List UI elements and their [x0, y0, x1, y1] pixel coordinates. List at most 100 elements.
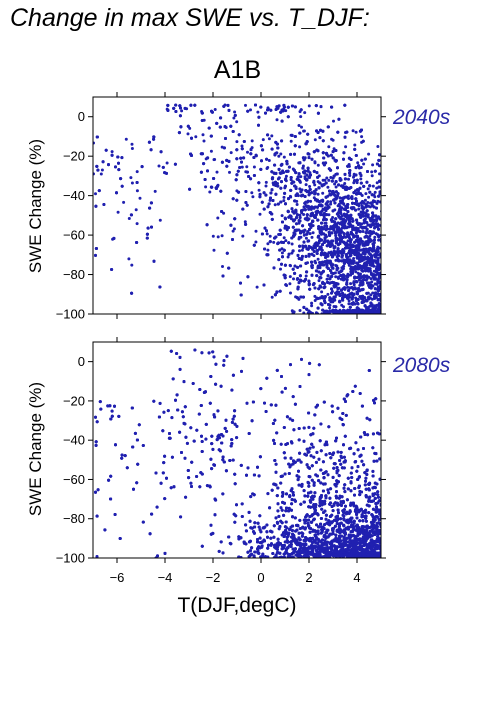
data-point — [99, 172, 103, 176]
data-point — [353, 202, 357, 205]
data-point — [361, 230, 365, 233]
data-point — [226, 103, 230, 107]
data-point — [308, 232, 312, 236]
data-point — [368, 269, 372, 273]
data-point — [383, 290, 386, 293]
data-point — [268, 234, 272, 238]
data-point — [384, 311, 387, 314]
data-point — [280, 139, 284, 143]
data-point — [260, 159, 263, 163]
data-point — [368, 190, 372, 194]
data-point — [381, 254, 384, 257]
data-point — [370, 170, 374, 174]
data-point — [265, 229, 268, 233]
data-point — [339, 277, 343, 281]
data-point — [316, 192, 320, 196]
data-point — [104, 148, 108, 152]
data-point — [376, 298, 380, 302]
data-point — [321, 308, 325, 312]
data-point — [264, 180, 268, 184]
data-point — [304, 183, 308, 187]
data-point — [371, 163, 375, 167]
data-point — [252, 174, 256, 177]
scenario-title: A1B — [213, 56, 262, 84]
data-point — [265, 167, 269, 170]
data-point — [292, 277, 295, 281]
data-point — [382, 254, 385, 257]
data-point — [228, 170, 231, 174]
data-point — [255, 285, 259, 289]
data-point — [299, 175, 303, 179]
data-point — [382, 212, 385, 215]
data-point — [134, 208, 138, 212]
data-point — [202, 139, 206, 143]
data-point — [336, 287, 340, 291]
data-point — [382, 148, 385, 151]
data-point — [263, 247, 267, 251]
data-point — [373, 190, 377, 194]
data-point — [383, 275, 386, 278]
data-point — [276, 242, 280, 246]
data-point — [326, 185, 330, 189]
data-point — [222, 211, 226, 215]
data-point — [101, 160, 105, 164]
data-point — [174, 103, 178, 107]
data-point — [382, 311, 385, 314]
data-point — [342, 157, 345, 161]
data-point — [367, 195, 371, 199]
data-point — [279, 152, 283, 156]
data-point — [200, 119, 204, 122]
data-point — [308, 185, 312, 188]
data-point — [258, 212, 262, 216]
data-point — [352, 257, 356, 260]
data-point — [382, 249, 385, 252]
data-point — [384, 266, 387, 269]
data-point — [373, 287, 377, 291]
data-point — [366, 187, 370, 191]
data-point — [216, 235, 220, 239]
data-point — [382, 254, 385, 257]
data-point — [381, 206, 384, 209]
data-point — [334, 305, 338, 309]
data-point — [94, 192, 97, 196]
data-point — [307, 156, 311, 160]
data-point — [384, 255, 387, 258]
data-point — [319, 245, 323, 249]
data-point — [382, 236, 385, 239]
data-point — [329, 200, 333, 204]
data-point — [377, 275, 381, 279]
data-point — [267, 159, 271, 162]
data-point — [382, 239, 385, 242]
data-point — [180, 109, 184, 113]
data-point — [364, 205, 368, 209]
data-point — [382, 236, 385, 239]
data-point — [362, 162, 366, 166]
data-point — [270, 134, 274, 138]
data-point — [321, 191, 325, 195]
data-point — [311, 231, 315, 235]
data-point — [313, 160, 317, 164]
data-point — [382, 242, 385, 245]
data-point — [310, 157, 314, 161]
data-point — [383, 307, 386, 310]
data-point — [327, 145, 331, 149]
data-point — [351, 129, 355, 133]
data-point — [384, 255, 387, 258]
data-point — [295, 203, 299, 206]
data-point — [382, 256, 385, 259]
data-point — [315, 296, 319, 300]
data-point — [318, 181, 322, 185]
data-point — [382, 302, 385, 305]
data-point — [347, 177, 350, 181]
data-point — [383, 204, 386, 207]
data-point — [318, 136, 322, 140]
data-point — [354, 154, 358, 157]
data-point — [355, 178, 359, 182]
data-point — [334, 234, 338, 238]
data-point — [210, 185, 214, 189]
data-point — [183, 106, 187, 110]
data-point — [277, 258, 281, 262]
data-point — [382, 256, 385, 259]
data-point — [381, 254, 384, 257]
data-point — [322, 263, 326, 267]
